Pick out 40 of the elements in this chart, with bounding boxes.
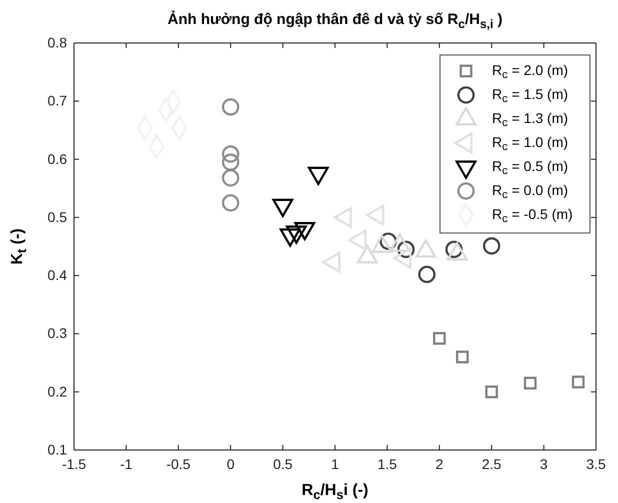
y-tick-label: 0.6 — [48, 150, 68, 167]
y-tick-label: 0.4 — [48, 267, 68, 284]
legend-label: R$_{c}$ = 0.5 (m) — [492, 158, 568, 178]
legend-label: R$_{c}$ = 1.0 (m) — [492, 134, 568, 154]
point — [222, 154, 240, 171]
chart-title: Ảnh hưởng độ ngập thân đê d và tỷ số R$_{c}$/H$_{s,i}$ ) — [168, 10, 502, 31]
y-tick-label: 0.7 — [48, 92, 68, 109]
x-tick-label: 0.5 — [273, 456, 293, 472]
point — [572, 376, 585, 388]
x-tick-label: 3.5 — [586, 456, 606, 472]
y-tick-label: 0.3 — [48, 325, 68, 342]
x-tick-label: 2 — [436, 456, 444, 472]
point — [222, 194, 240, 212]
y-tick-label: 0.1 — [48, 441, 68, 458]
x-tick-label: 0 — [226, 456, 235, 472]
x-tick-label: 3 — [540, 456, 548, 472]
point — [222, 98, 240, 116]
point — [222, 145, 240, 163]
y-tick-label: 0.5 — [48, 208, 68, 225]
y-tick-label: 0.2 — [48, 383, 68, 400]
x-tick-label: 1 — [331, 456, 340, 472]
point — [485, 386, 498, 398]
x-axis-title: R$_{c}$/H$_{s}$i (-) — [302, 482, 368, 502]
legend-label: R$_{c}$ = 2.0 (m) — [492, 62, 568, 82]
x-tick-label: 2.5 — [482, 456, 502, 472]
legend-label: R$_{c}$ = 1.5 (m) — [492, 86, 568, 106]
x-tick-label: -1.5 — [62, 456, 86, 472]
x-tick-label: 1.5 — [377, 456, 398, 472]
y-tick-label: 0.8 — [48, 34, 68, 50]
point — [433, 332, 446, 345]
x-tick-label: -0.5 — [166, 456, 191, 472]
point — [418, 266, 436, 284]
point — [222, 169, 240, 187]
legend-label: R$_{c}$ = 0.0 (m) — [492, 182, 568, 202]
x-tick-label: -1 — [120, 456, 133, 472]
point — [524, 376, 537, 390]
legend-label: R$_{c}$ = -0.5 (m) — [492, 206, 573, 226]
legend-label: R$_{c}$ = 1.3 (m) — [492, 110, 568, 130]
point — [482, 237, 500, 255]
point — [456, 350, 469, 364]
